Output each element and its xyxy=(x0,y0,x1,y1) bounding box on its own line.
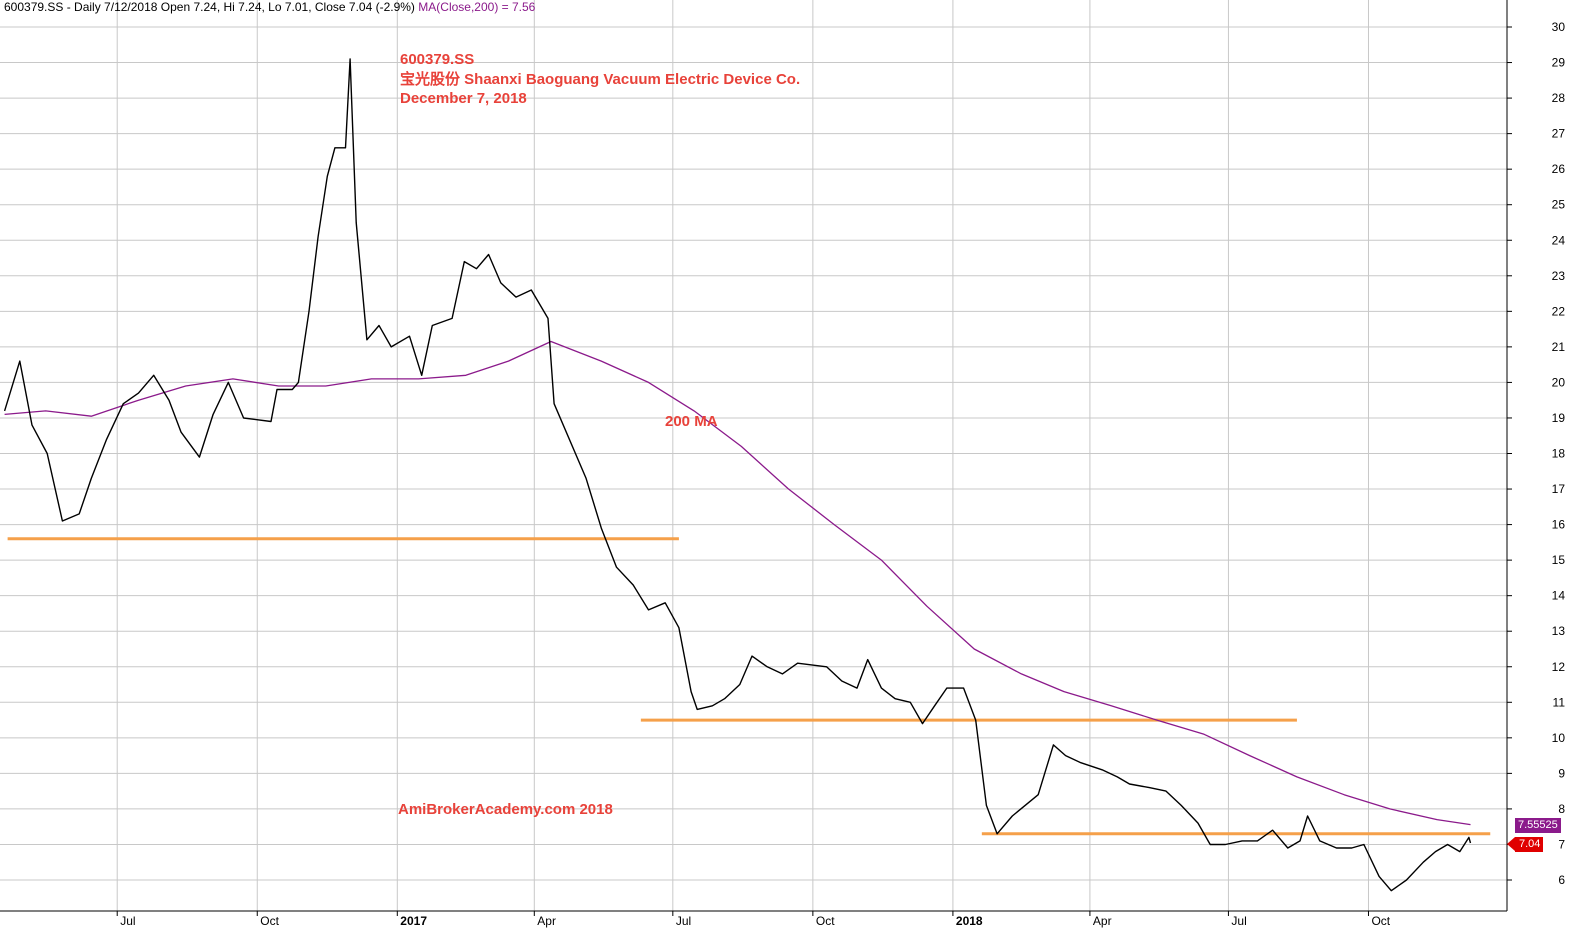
price-line-group xyxy=(3,58,1472,892)
y-tick-label: 22 xyxy=(1552,304,1566,318)
y-tick-label: 13 xyxy=(1552,624,1566,638)
x-tick-label: Apr xyxy=(537,914,556,928)
chart-title-ticker: 600379.SS xyxy=(400,51,475,68)
y-tick-label: 7 xyxy=(1558,837,1565,851)
chart-title-company: 宝光股份 Shaanxi Baoguang Vacuum Electric De… xyxy=(400,70,801,88)
chart-grid xyxy=(0,0,1507,911)
y-tick-label: 16 xyxy=(1552,518,1566,532)
y-tick-label: 15 xyxy=(1552,553,1566,567)
y-tick-label: 6 xyxy=(1558,873,1565,887)
x-tick-label: 2017 xyxy=(400,914,427,928)
x-tick-label: Jul xyxy=(676,914,691,928)
y-tick-label: 20 xyxy=(1552,375,1566,389)
x-tick-label: Oct xyxy=(260,914,279,928)
x-tick-label: Jul xyxy=(120,914,135,928)
y-tick-label: 21 xyxy=(1552,340,1566,354)
x-tick-label: Oct xyxy=(1371,914,1390,928)
y-tick-label: 23 xyxy=(1552,269,1566,283)
ma-value-label: 7.55525 xyxy=(1515,818,1561,833)
watermark-text: AmiBrokerAcademy.com 2018 xyxy=(398,801,613,818)
y-tick-label: 11 xyxy=(1553,695,1566,709)
y-tick-label: 29 xyxy=(1552,56,1566,70)
y-tick-label: 12 xyxy=(1552,660,1566,674)
y-tick-label: 17 xyxy=(1552,482,1566,496)
ma-series-line xyxy=(4,340,1471,826)
y-tick-label: 14 xyxy=(1552,589,1566,603)
x-tick-label: Jul xyxy=(1231,914,1246,928)
x-tick-label: Apr xyxy=(1093,914,1112,928)
close-value-label: 7.04 xyxy=(1506,837,1544,852)
ma-line-group xyxy=(4,340,1471,826)
x-tick-label: Oct xyxy=(816,914,835,928)
y-tick-label: 28 xyxy=(1552,91,1566,105)
y-tick-label: 9 xyxy=(1558,766,1565,780)
y-tick-label: 24 xyxy=(1552,233,1566,247)
y-tick-label: 10 xyxy=(1552,731,1566,745)
ma-annotation: 200 MA xyxy=(665,413,718,430)
x-tick-label: 2018 xyxy=(956,914,983,928)
chart-title-block: 600379.SS 宝光股份 Shaanxi Baoguang Vacuum E… xyxy=(400,50,800,109)
y-tick-label: 19 xyxy=(1552,411,1566,425)
support-lines xyxy=(7,537,1491,836)
y-tick-label: 30 xyxy=(1552,20,1566,34)
y-tick-label: 18 xyxy=(1552,447,1566,461)
y-tick-label: 25 xyxy=(1552,198,1566,212)
chart-header: 600379.SS - Daily 7/12/2018 Open 7.24, H… xyxy=(4,0,535,14)
chart-title-date: December 7, 2018 xyxy=(400,90,527,107)
header-quote: 600379.SS - Daily 7/12/2018 Open 7.24, H… xyxy=(4,0,415,14)
y-tick-label: 8 xyxy=(1558,802,1565,816)
header-ma: MA(Close,200) = 7.56 xyxy=(418,0,536,14)
y-tick-label: 27 xyxy=(1552,127,1566,141)
y-tick-label: 26 xyxy=(1552,162,1566,176)
price-series-line xyxy=(3,58,1472,892)
